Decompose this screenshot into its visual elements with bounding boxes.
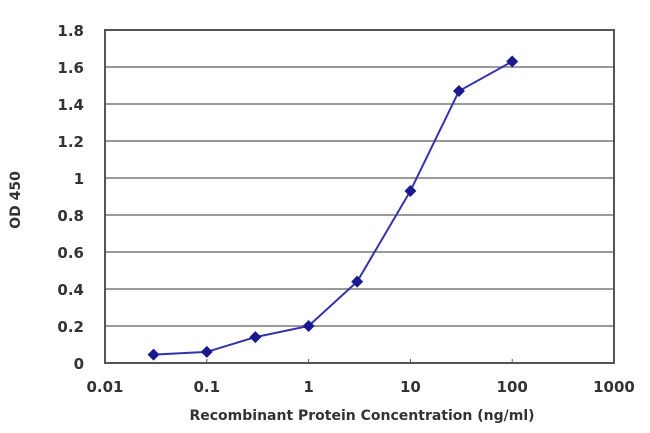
- data-point-marker: [506, 55, 519, 68]
- x-tick-label: 0.1: [194, 378, 221, 396]
- y-tick-label: 0.8: [57, 207, 84, 225]
- y-tick-label: 1.8: [57, 22, 84, 40]
- y-tick-label: 0.6: [57, 244, 84, 262]
- y-tick-label: 1.4: [57, 96, 84, 114]
- y-axis-ticks: 0 0.2 0.4 0.6 0.8 1 1.2 1.4 1.6 1.8: [57, 22, 84, 373]
- x-tick-label: 0.01: [86, 378, 123, 396]
- x-axis-title: Recombinant Protein Concentration (ng/ml…: [189, 408, 534, 424]
- data-point-marker: [302, 320, 315, 332]
- y-tick-label: 0.2: [57, 318, 84, 336]
- data-point-marker: [147, 348, 160, 361]
- x-tick-label: 10: [400, 378, 421, 396]
- x-tick-label: 1: [303, 378, 313, 396]
- y-tick-label: 0.4: [57, 281, 84, 299]
- data-point-marker: [404, 184, 417, 197]
- y-tick-label: 1.6: [57, 59, 84, 77]
- series-line: [153, 60, 513, 356]
- y-axis-title: OD 450: [8, 171, 24, 229]
- y-tick-label: 0: [74, 355, 84, 373]
- y-tick-label: 1: [74, 170, 84, 188]
- y-tick-label: 1.2: [57, 133, 84, 151]
- gridlines: [105, 66, 614, 327]
- data-point-marker: [249, 331, 262, 344]
- data-point-marker: [452, 85, 465, 98]
- plot-area: [104, 29, 615, 364]
- x-tick-label: 100: [497, 378, 528, 396]
- data-point-marker: [351, 275, 364, 288]
- x-tick-label: 1000: [593, 378, 635, 396]
- data-series: [147, 55, 519, 361]
- x-axis-ticks: 0.01 0.1 1 10 100 1000: [86, 359, 635, 396]
- data-point-marker: [200, 345, 213, 358]
